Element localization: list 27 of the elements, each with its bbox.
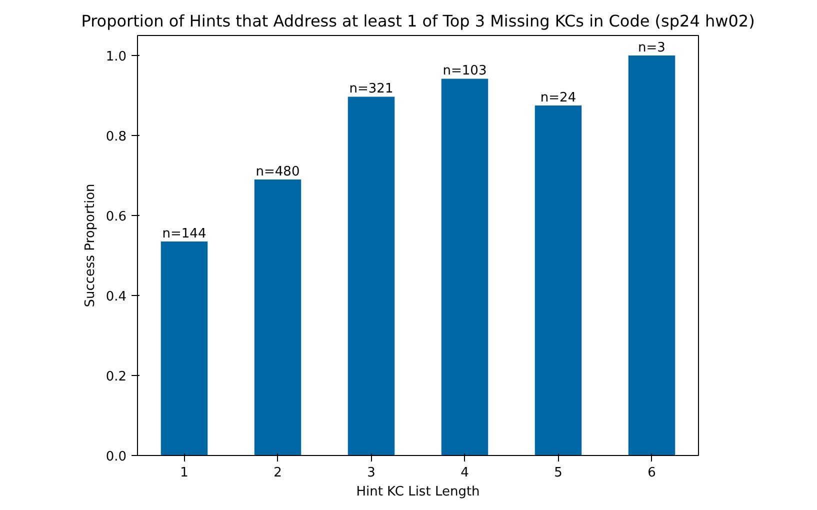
- y-tick-label: 0.2: [106, 370, 127, 384]
- bar: [441, 78, 488, 456]
- annotation: n=144: [162, 226, 206, 242]
- bar: [628, 56, 676, 456]
- y-tick-label: 0.0: [106, 450, 127, 464]
- annotation: n=321: [349, 82, 394, 97]
- y-tick-label: 0.4: [106, 290, 127, 304]
- x-tick-label: 2: [274, 466, 282, 480]
- y-tick-label: 1.0: [106, 50, 127, 64]
- bar: [254, 180, 302, 456]
- bar: [534, 106, 582, 456]
- bar: [348, 96, 395, 456]
- x-tick-label: 5: [554, 466, 562, 480]
- y-tick-label: 0.8: [106, 130, 127, 144]
- chart-title: Proportion of Hints that Address at least 1 of Top 3 Missing KCs in Code (sp24 hw02): [81, 12, 755, 30]
- y-axis-title: Success Proportion: [82, 184, 98, 308]
- annotation: n=103: [442, 64, 487, 79]
- annotation: n=24: [540, 90, 576, 106]
- x-tick-label: 1: [180, 466, 188, 480]
- y-tick-label: 0.6: [106, 210, 127, 224]
- x-tick-label: 6: [648, 466, 656, 480]
- bar: [160, 242, 208, 456]
- annotation: n=480: [256, 164, 300, 180]
- x-tick-label: 3: [367, 466, 376, 480]
- annotation: n=3: [638, 40, 666, 56]
- x-tick-label: 4: [460, 466, 469, 480]
- x-axis-title: Hint KC List Length: [356, 484, 480, 500]
